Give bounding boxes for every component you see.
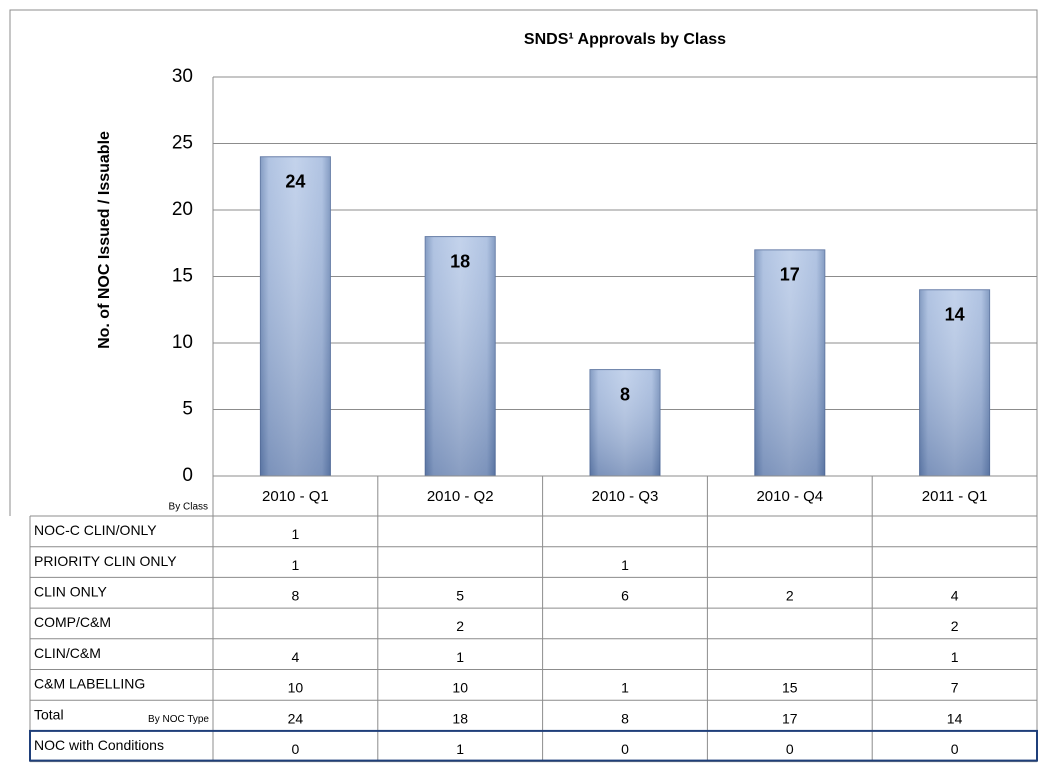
y-tick-label: 25 bbox=[172, 133, 193, 154]
bar bbox=[424, 236, 496, 477]
row-label: CLIN/C&M bbox=[34, 645, 101, 661]
table-cell: 1 bbox=[951, 649, 959, 665]
data-label: 17 bbox=[780, 265, 800, 285]
y-tick-label: 0 bbox=[182, 465, 193, 486]
table-cell: 0 bbox=[786, 741, 794, 757]
table-cell: 0 bbox=[951, 741, 959, 757]
table-cell: 1 bbox=[621, 680, 629, 696]
x-tick-label: 2010 - Q2 bbox=[427, 488, 494, 505]
table-cell: 2 bbox=[456, 618, 464, 634]
row-label: C&M LABELLING bbox=[34, 676, 145, 692]
table-cell: 18 bbox=[452, 710, 468, 726]
row-label: COMP/C&M bbox=[34, 614, 111, 630]
data-label: 8 bbox=[620, 384, 630, 404]
highlight-box bbox=[29, 729, 1038, 762]
table-cell: 5 bbox=[456, 587, 464, 603]
y-tick-label: 30 bbox=[172, 66, 193, 87]
row-sublabel: By NOC Type bbox=[148, 714, 209, 725]
chart-frame bbox=[9, 9, 1038, 516]
data-label: 18 bbox=[450, 251, 470, 271]
row-label: NOC with Conditions bbox=[34, 737, 164, 753]
table-cell: 4 bbox=[292, 649, 300, 665]
row-label: CLIN ONLY bbox=[34, 583, 108, 599]
table-cell: 10 bbox=[452, 680, 468, 696]
y-tick-label: 10 bbox=[172, 332, 193, 353]
data-label: 24 bbox=[285, 172, 305, 192]
table-cell: 0 bbox=[292, 741, 300, 757]
table-cell: 8 bbox=[621, 710, 629, 726]
row-label: Total bbox=[34, 706, 64, 722]
bar bbox=[259, 156, 331, 477]
x-tick-label: 2010 - Q4 bbox=[756, 488, 823, 505]
table-cell: 6 bbox=[621, 587, 629, 603]
table-cell: 7 bbox=[951, 680, 959, 696]
x-tick-label: 2011 - Q1 bbox=[922, 488, 988, 505]
table-cell: 1 bbox=[292, 557, 300, 573]
table-cell: 8 bbox=[292, 587, 300, 603]
table-cell: 10 bbox=[288, 680, 304, 696]
y-tick-label: 15 bbox=[172, 266, 193, 287]
table-cell: 1 bbox=[456, 741, 464, 757]
table-cell: 15 bbox=[782, 680, 798, 696]
y-axis-label: No. of NOC Issued / Issuable bbox=[96, 131, 113, 349]
table-cell: 1 bbox=[621, 557, 629, 573]
row-label: NOC-C CLIN/ONLY bbox=[34, 522, 157, 538]
table-cell: 14 bbox=[947, 710, 963, 726]
chart-title: SNDS¹ Approvals by Class bbox=[524, 31, 726, 48]
data-label: 14 bbox=[945, 305, 965, 325]
x-tick-label: 2010 - Q3 bbox=[592, 488, 659, 505]
x-tick-label: 2010 - Q1 bbox=[262, 488, 329, 505]
y-tick-label: 5 bbox=[182, 399, 193, 420]
table-cell: 1 bbox=[292, 526, 300, 542]
table-cell: 4 bbox=[951, 587, 959, 603]
row-label: PRIORITY CLIN ONLY bbox=[34, 553, 177, 569]
table-cell: 24 bbox=[288, 710, 304, 726]
table-cell: 2 bbox=[951, 618, 959, 634]
table-cell: 17 bbox=[782, 710, 798, 726]
table-header-label: By Class bbox=[169, 502, 208, 513]
table-cell: 2 bbox=[786, 587, 794, 603]
table-cell: 0 bbox=[621, 741, 629, 757]
y-tick-label: 20 bbox=[172, 199, 193, 220]
table-cell: 1 bbox=[456, 649, 464, 665]
